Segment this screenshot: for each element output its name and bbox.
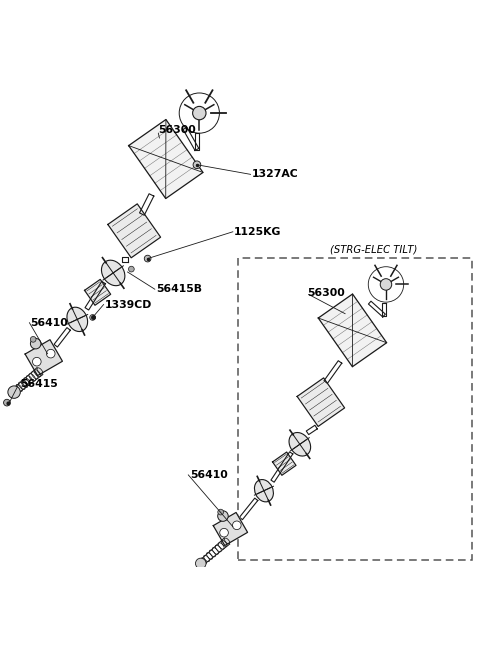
Polygon shape — [129, 119, 203, 198]
Ellipse shape — [289, 432, 311, 456]
Ellipse shape — [67, 307, 88, 331]
Polygon shape — [297, 378, 345, 426]
Polygon shape — [108, 204, 161, 258]
Polygon shape — [194, 133, 199, 151]
Circle shape — [380, 278, 392, 290]
Ellipse shape — [101, 260, 125, 286]
Polygon shape — [382, 303, 386, 316]
Polygon shape — [122, 257, 129, 262]
Text: 1339CD: 1339CD — [105, 299, 153, 310]
Polygon shape — [369, 301, 385, 317]
Circle shape — [30, 339, 41, 349]
Polygon shape — [306, 425, 317, 434]
Polygon shape — [324, 361, 342, 383]
Text: 56415: 56415 — [20, 379, 58, 389]
Polygon shape — [240, 498, 258, 519]
Polygon shape — [318, 294, 387, 367]
Circle shape — [218, 511, 228, 521]
Text: 56410: 56410 — [30, 318, 68, 328]
Circle shape — [90, 314, 96, 320]
Circle shape — [33, 358, 41, 366]
Text: 56300: 56300 — [158, 125, 196, 136]
Circle shape — [144, 255, 151, 262]
Circle shape — [232, 521, 241, 530]
Ellipse shape — [254, 479, 274, 502]
Polygon shape — [213, 512, 248, 546]
Polygon shape — [54, 328, 71, 347]
Polygon shape — [84, 280, 111, 305]
Circle shape — [193, 161, 201, 168]
Circle shape — [218, 509, 224, 515]
Text: 1125KG: 1125KG — [234, 227, 282, 236]
Polygon shape — [140, 194, 154, 215]
Text: (STRG-ELEC TILT): (STRG-ELEC TILT) — [330, 245, 417, 255]
Polygon shape — [85, 282, 106, 310]
Text: 1327AC: 1327AC — [252, 170, 299, 179]
Circle shape — [192, 106, 206, 120]
Polygon shape — [271, 452, 293, 482]
Circle shape — [3, 400, 10, 406]
Polygon shape — [25, 340, 62, 375]
Text: 56415B: 56415B — [156, 284, 202, 294]
Polygon shape — [273, 452, 296, 476]
Circle shape — [30, 337, 36, 342]
Bar — [238, 258, 472, 559]
Circle shape — [47, 349, 55, 358]
Circle shape — [220, 529, 228, 537]
Text: 56410: 56410 — [190, 470, 228, 480]
Circle shape — [192, 570, 197, 576]
Circle shape — [195, 558, 206, 569]
Text: 56300: 56300 — [307, 288, 345, 298]
Circle shape — [129, 266, 134, 272]
Circle shape — [8, 386, 20, 398]
Polygon shape — [183, 127, 199, 151]
